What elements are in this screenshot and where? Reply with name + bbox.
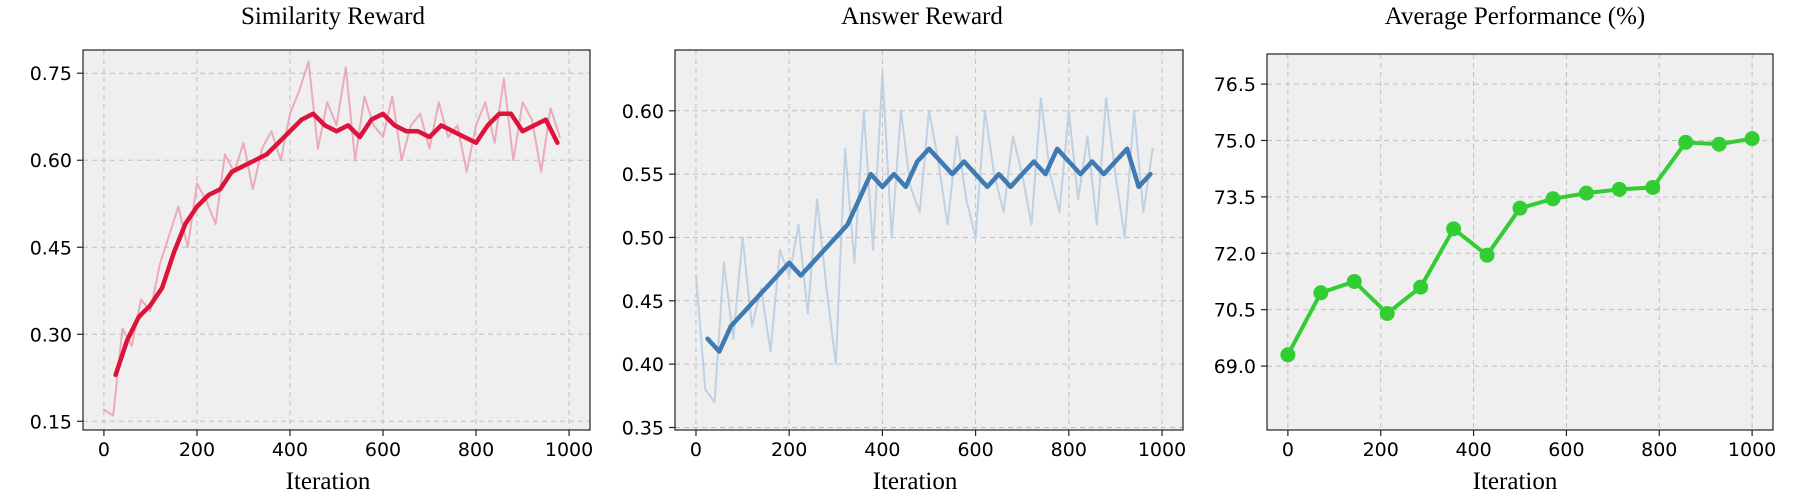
average-performance-xtick-label-2: 400 (1455, 439, 1491, 461)
average-performance-point-14 (1744, 131, 1760, 147)
average-performance-title: Average Performance (%) (1385, 3, 1646, 30)
similarity-reward-xtick-label-5: 1000 (545, 439, 593, 461)
average-performance-xlabel: Iteration (1473, 468, 1558, 495)
average-performance-panel: Average Performance (%) Iteration 0 200 40… (1214, 3, 1777, 495)
similarity-reward-xtick-label-1: 200 (179, 439, 215, 461)
answer-reward-ytick-label-4: 0.55 (622, 164, 664, 186)
similarity-reward-xtick-label-4: 800 (458, 439, 494, 461)
similarity-reward-title: Similarity Reward (241, 3, 425, 30)
average-performance-frame (1266, 53, 1774, 431)
average-performance-plot-area (1267, 54, 1773, 430)
answer-reward-xtick-label-0: 0 (690, 439, 702, 461)
average-performance-xtick-label-1: 200 (1363, 439, 1399, 461)
answer-reward-frame (674, 49, 1184, 431)
average-performance-point-4 (1413, 279, 1429, 295)
similarity-reward-xtick-label-3: 600 (365, 439, 401, 461)
average-performance-point-9 (1578, 185, 1594, 201)
answer-reward-xtick-label-4: 800 (1051, 439, 1087, 461)
answer-reward-panel: Answer Reward Iteration 0 200 400 600 800 100… (622, 3, 1187, 495)
average-performance-ytick-label-0: 69.0 (1214, 356, 1256, 378)
similarity-reward-frame (82, 49, 591, 431)
average-performance-xtick-label-3: 600 (1548, 439, 1584, 461)
answer-reward-ytick-label-2: 0.45 (622, 291, 664, 313)
similarity-reward-ytick-label-2: 0.45 (30, 237, 72, 259)
similarity-reward-ytick-label-0: 0.15 (30, 411, 72, 433)
average-performance-xtick-label-0: 0 (1282, 439, 1294, 461)
average-performance-point-6 (1479, 247, 1495, 263)
similarity-reward-plot-area (83, 50, 590, 430)
average-performance-point-13 (1711, 136, 1727, 152)
similarity-reward-ytick-label-4: 0.75 (30, 63, 72, 85)
average-performance-ytick-label-3: 73.5 (1214, 187, 1256, 209)
average-performance-point-2 (1346, 273, 1362, 289)
answer-reward-ytick-label-0: 0.35 (622, 417, 664, 439)
similarity-reward-ytick-label-1: 0.30 (30, 324, 72, 346)
answer-reward-ytick-label-1: 0.40 (622, 354, 664, 376)
average-performance-xtick-label-4: 800 (1641, 439, 1677, 461)
similarity-reward-xtick-label-0: 0 (98, 439, 110, 461)
average-performance-point-10 (1611, 181, 1627, 197)
average-performance-ytick-label-4: 75.0 (1214, 130, 1256, 152)
average-performance-point-12 (1678, 134, 1694, 150)
answer-reward-xtick-label-1: 200 (771, 439, 807, 461)
similarity-reward-panel: Similarity Reward Iteration 0 200 400 600 80… (30, 3, 594, 495)
average-performance-point-11 (1645, 179, 1661, 195)
answer-reward-xlabel: Iteration (873, 468, 958, 495)
average-performance-ytick-label-2: 72.0 (1214, 243, 1256, 265)
similarity-reward-xtick-label-2: 400 (272, 439, 308, 461)
answer-reward-xtick-label-2: 400 (864, 439, 900, 461)
average-performance-ytick-label-5: 76.5 (1214, 74, 1256, 96)
similarity-reward-ytick-label-3: 0.60 (30, 150, 72, 172)
answer-reward-ytick-label-5: 0.60 (622, 101, 664, 123)
answer-reward-xtick-label-5: 1000 (1138, 439, 1186, 461)
answer-reward-smooth-line (705, 146, 1153, 354)
answer-reward-xtick-label-3: 600 (957, 439, 993, 461)
answer-reward-title: Answer Reward (841, 3, 1003, 30)
average-performance-point-8 (1545, 191, 1561, 207)
average-performance-point-5 (1446, 221, 1462, 237)
answer-reward-ytick-label-3: 0.50 (622, 227, 664, 249)
similarity-reward-smooth-line (113, 111, 560, 378)
similarity-reward-raw-line (102, 60, 561, 417)
answer-reward-raw-line (695, 71, 1154, 404)
similarity-reward-xlabel: Iteration (286, 468, 371, 495)
average-performance-point-1 (1313, 285, 1329, 301)
average-performance-point-3 (1379, 305, 1395, 321)
average-performance-point-0 (1280, 347, 1296, 363)
average-performance-point-7 (1512, 200, 1528, 216)
average-performance-xtick-label-5: 1000 (1728, 439, 1776, 461)
average-performance-ytick-label-1: 70.5 (1214, 300, 1256, 322)
